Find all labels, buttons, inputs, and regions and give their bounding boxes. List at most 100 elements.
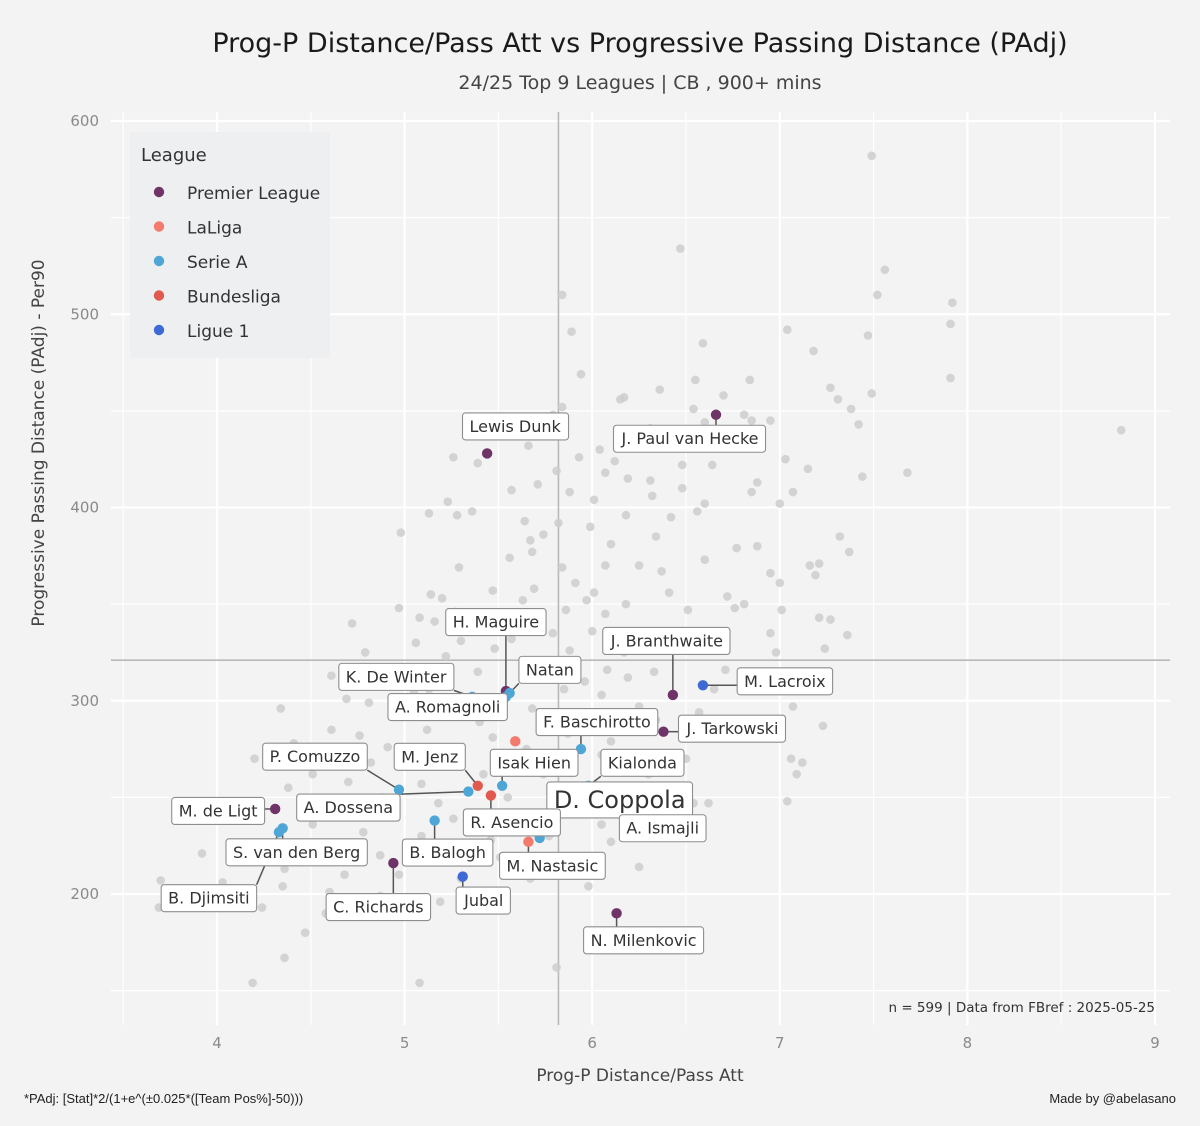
other-player-point bbox=[473, 667, 483, 677]
other-player-point bbox=[456, 636, 466, 646]
other-player-point bbox=[863, 331, 873, 340]
label-r-asencio: R. Asencio bbox=[462, 808, 561, 837]
other-player-point bbox=[430, 617, 439, 626]
label-text: R. Asencio bbox=[470, 813, 553, 832]
player-labels: Lewis Dunk J. Paul van Hecke H. Maguire J. … bbox=[160, 412, 834, 955]
label-text: S. van den Berg bbox=[233, 843, 360, 862]
other-player-point bbox=[739, 599, 749, 609]
player-point-m-lacroix bbox=[697, 680, 709, 691]
other-player-point bbox=[426, 590, 436, 599]
other-player-point bbox=[747, 416, 756, 425]
other-player-point bbox=[649, 667, 659, 677]
other-player-point bbox=[880, 265, 890, 275]
other-player-point bbox=[527, 547, 537, 557]
other-player-point bbox=[576, 369, 586, 379]
other-player-point bbox=[300, 928, 310, 937]
other-player-point bbox=[527, 704, 537, 713]
label-box bbox=[338, 662, 455, 691]
data-source-note: n = 599 | Data from FBref : 2025-05-25 bbox=[888, 1000, 1155, 1016]
other-player-point bbox=[587, 626, 597, 636]
other-player-point bbox=[766, 416, 775, 425]
other-player-point bbox=[867, 389, 877, 398]
label-s-van-den-berg: S. van den Berg bbox=[225, 838, 368, 867]
label-text: M. Jenz bbox=[401, 747, 458, 766]
other-player-point bbox=[156, 876, 166, 885]
other-player-point bbox=[518, 595, 528, 605]
other-player-point bbox=[766, 628, 775, 638]
formula-footnote: *PAdj: [Stat]*2/(1+e^(±0.025*([Team Pos%… bbox=[24, 1091, 303, 1106]
legend-key-ligue-1 bbox=[153, 324, 165, 336]
label-box bbox=[445, 608, 547, 637]
other-player-point bbox=[589, 495, 599, 505]
label-box bbox=[612, 424, 767, 453]
other-player-point bbox=[739, 410, 749, 420]
other-player-point bbox=[601, 609, 610, 619]
other-player-point bbox=[752, 541, 762, 551]
other-player-point bbox=[524, 441, 533, 450]
player-point-m-nastasic bbox=[523, 836, 534, 848]
other-player-point bbox=[415, 613, 424, 622]
other-player-point bbox=[783, 325, 792, 335]
other-player-point bbox=[257, 903, 267, 912]
other-player-point bbox=[394, 870, 404, 879]
other-player-point bbox=[488, 586, 498, 595]
label-text: H. Maguire bbox=[453, 613, 539, 632]
other-player-point bbox=[655, 385, 665, 394]
other-player-point bbox=[722, 592, 732, 601]
label-box bbox=[498, 851, 606, 880]
player-point-lewis-dunk bbox=[481, 448, 493, 459]
label-d-coppola: D. Coppola bbox=[546, 781, 694, 819]
other-player-point bbox=[449, 452, 458, 462]
other-player-point bbox=[276, 704, 286, 713]
chart-subtitle: 24/25 Top 9 Leagues | CB , 900+ mins bbox=[458, 72, 821, 94]
other-player-point bbox=[700, 499, 710, 508]
other-player-point bbox=[488, 733, 498, 742]
label-text: M. de Ligt bbox=[179, 801, 258, 820]
label-text: Jubal bbox=[463, 891, 503, 910]
legend-label-premier-league: Premier League bbox=[187, 184, 320, 204]
other-player-point bbox=[383, 742, 393, 752]
other-player-point bbox=[692, 507, 702, 516]
other-player-point bbox=[719, 391, 728, 400]
other-player-point bbox=[833, 394, 843, 404]
label-j-tarkowski: J. Tarkowski bbox=[677, 714, 787, 743]
label-text: B. Balogh bbox=[409, 843, 485, 862]
label-box bbox=[583, 926, 705, 955]
other-player-point bbox=[664, 588, 674, 597]
other-player-point bbox=[694, 708, 704, 717]
other-player-point bbox=[948, 298, 957, 307]
other-player-point bbox=[826, 383, 835, 392]
other-player-point bbox=[677, 483, 687, 493]
other-player-point bbox=[691, 375, 700, 385]
label-text: F. Baschirotto bbox=[543, 713, 651, 732]
label-lewis-dunk: Lewis Dunk bbox=[461, 412, 570, 441]
label-k-de-winter: K. De Winter bbox=[338, 662, 455, 691]
label-text: A. Ismajli bbox=[626, 819, 699, 838]
other-player-point bbox=[565, 487, 574, 497]
other-player-point bbox=[452, 510, 462, 520]
other-player-point bbox=[647, 491, 657, 501]
other-player-point bbox=[709, 684, 719, 694]
label-box bbox=[677, 714, 787, 743]
other-player-point bbox=[623, 673, 633, 682]
x-axis-title: Prog-P Distance/Pass Att bbox=[536, 1066, 744, 1086]
other-player-point bbox=[844, 547, 854, 557]
x-tick-label: 4 bbox=[212, 1034, 222, 1052]
y-tick-label: 500 bbox=[70, 305, 99, 323]
other-player-point bbox=[601, 468, 610, 478]
other-player-point bbox=[707, 460, 717, 470]
other-player-point bbox=[846, 404, 856, 414]
label-text: J. Paul van Hecke bbox=[621, 429, 759, 448]
other-player-point bbox=[867, 151, 877, 161]
label-kialonda: Kialonda bbox=[600, 748, 685, 777]
label-text: J. Tarkowski bbox=[685, 719, 778, 738]
other-player-point bbox=[584, 881, 593, 891]
x-tick-label: 9 bbox=[1150, 1034, 1160, 1052]
other-player-point bbox=[677, 460, 687, 470]
other-player-point bbox=[814, 559, 824, 568]
label-text: B. Djimsiti bbox=[168, 889, 249, 908]
label-n-milenkovic: N. Milenkovic bbox=[583, 926, 705, 955]
other-player-point bbox=[786, 754, 796, 764]
other-player-point bbox=[597, 820, 606, 829]
legend-label-bundesliga: Bundesliga bbox=[187, 288, 281, 308]
